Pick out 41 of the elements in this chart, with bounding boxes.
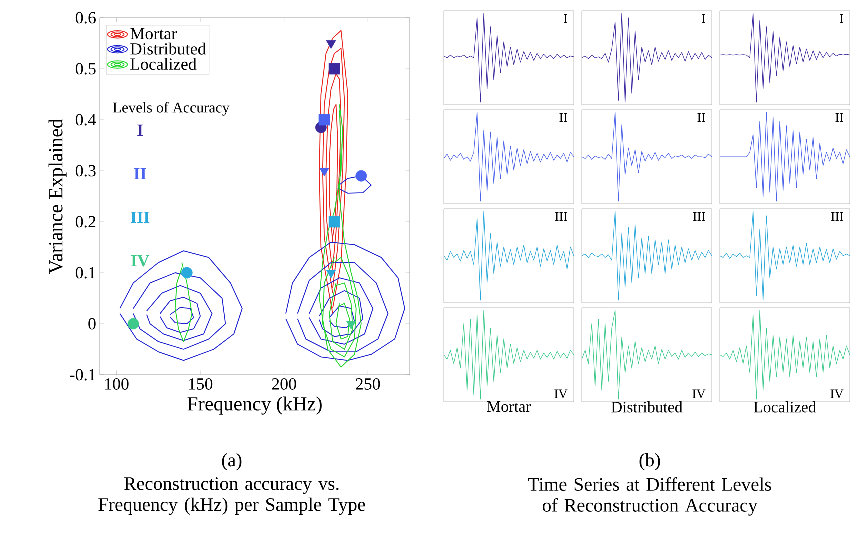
x-tick-label: 150 — [189, 378, 213, 390]
y-tick-label: 0.1 — [76, 267, 96, 279]
annotation: Levels of Accuracy — [113, 102, 230, 116]
annotation: II — [560, 114, 568, 122]
annotation: IV — [554, 390, 568, 398]
annotation: I — [564, 14, 568, 23]
annotation: II — [836, 114, 844, 122]
annotation: II — [698, 114, 706, 122]
y-tick-label: 0.2 — [76, 216, 96, 228]
y-tick-label: 0 — [88, 318, 96, 330]
text: II — [134, 168, 146, 180]
text: I — [138, 124, 144, 136]
text: III — [130, 212, 150, 224]
x-axis-title: Frequency (kHz) — [188, 396, 322, 415]
text: (b) — [640, 453, 660, 471]
y-tick-label: 0.3 — [76, 165, 96, 177]
annotation: III — [693, 212, 706, 221]
annotation: I — [702, 14, 706, 23]
legend-label: Localized — [130, 58, 197, 70]
y-tick-label: -0.1 — [70, 369, 96, 381]
y-axis-title: Variance Explained — [48, 118, 67, 274]
text: Reconstruction accuracy vs. Frequency (kHz) per Sample Type — [98, 478, 366, 516]
annotation: III — [831, 212, 844, 221]
y-tick-label: 0.4 — [76, 114, 96, 126]
annotation: IV — [830, 390, 844, 398]
x-tick-label: 200 — [272, 378, 296, 390]
y-tick-label: 0.5 — [76, 63, 96, 75]
y-tick-label: 0.6 — [76, 12, 96, 24]
text: (a) — [222, 453, 242, 471]
annotation: III — [555, 212, 568, 221]
text: IV — [131, 255, 150, 267]
x-tick-label: 250 — [356, 378, 380, 390]
x-axis-title: Localized — [754, 402, 816, 413]
annotation: IV — [692, 390, 706, 398]
legend-label: Distributed — [130, 42, 206, 55]
x-tick-label: 100 — [106, 378, 129, 390]
legend-label: Mortar — [130, 28, 178, 40]
x-axis-title: Mortar — [487, 402, 532, 412]
annotation: I — [840, 14, 844, 23]
text: Time Series at Different Levels of Reconstruction Accuracy — [528, 478, 772, 516]
x-axis-title: Distributed — [612, 402, 683, 413]
